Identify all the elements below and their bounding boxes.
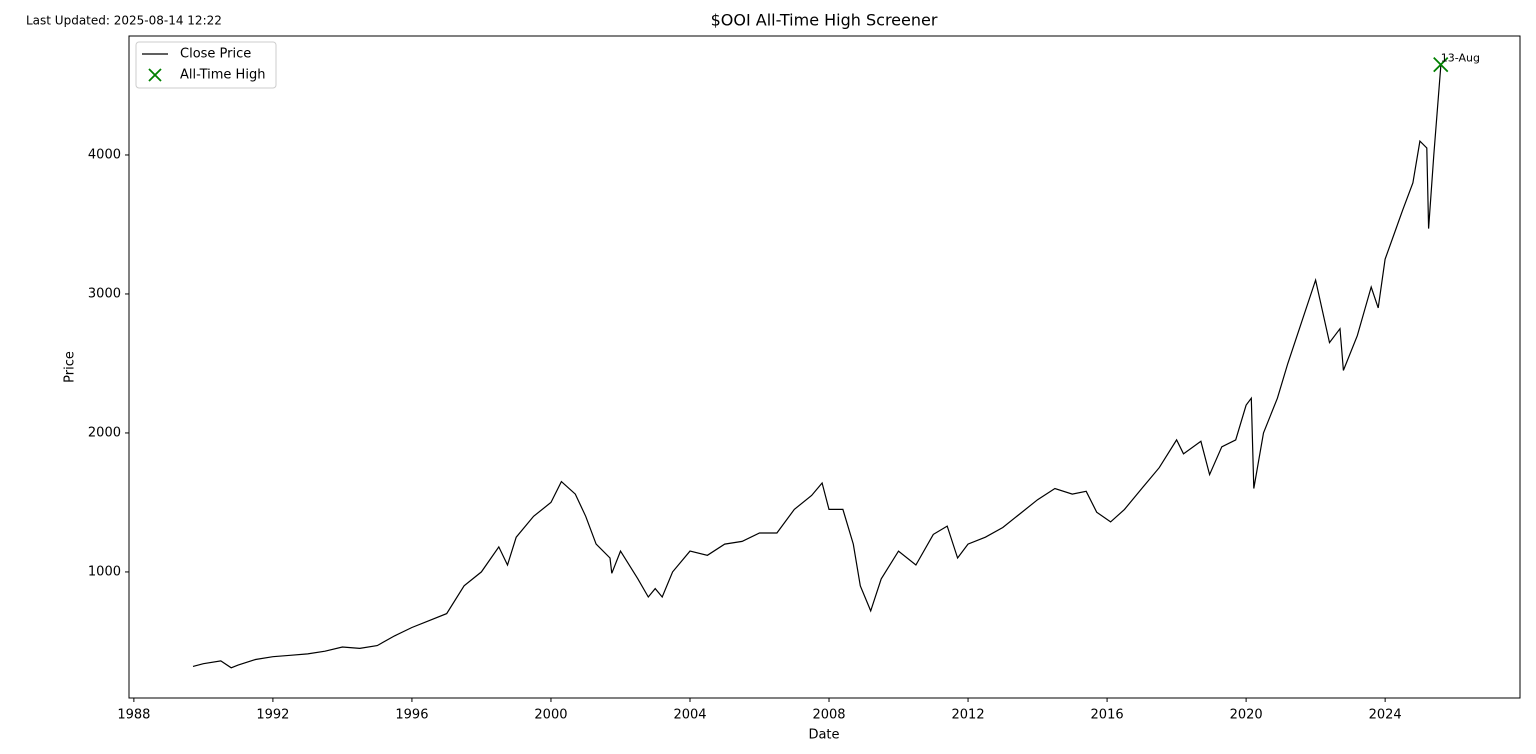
last-updated: Last Updated: 2025-08-14 12:22 [26, 14, 222, 28]
y-tick-label: 3000 [88, 286, 121, 301]
x-tick-label: 2004 [673, 708, 706, 723]
x-tick-label: 2024 [1369, 708, 1402, 723]
x-tick-label: 1992 [256, 708, 289, 723]
x-tick-label: 2008 [812, 708, 845, 723]
plot-frame [128, 35, 1521, 699]
chart-title: $OOI All-Time High Screener [711, 11, 938, 30]
y-tick-label: 2000 [88, 425, 121, 440]
x-tick-label: 2016 [1091, 708, 1124, 723]
y-tick-label: 4000 [88, 147, 121, 162]
price-line [192, 65, 1442, 669]
legend-label: All-Time High [180, 68, 265, 83]
legend-label: Close Price [180, 47, 251, 62]
y-tick-label: 1000 [88, 564, 121, 579]
x-tick-label: 2012 [952, 708, 985, 723]
y-axis-label: Price [63, 351, 78, 383]
legend-box [135, 41, 277, 89]
x-axis-label: Date [808, 728, 839, 743]
legend-marker [148, 68, 162, 82]
ath-marker [1433, 56, 1449, 73]
x-tick-label: 1988 [117, 708, 150, 723]
x-tick-label: 2000 [534, 708, 567, 723]
ath-annotation: 13-Aug [1441, 52, 1480, 65]
x-tick-label: 2020 [1230, 708, 1263, 723]
x-tick-label: 1996 [395, 708, 428, 723]
